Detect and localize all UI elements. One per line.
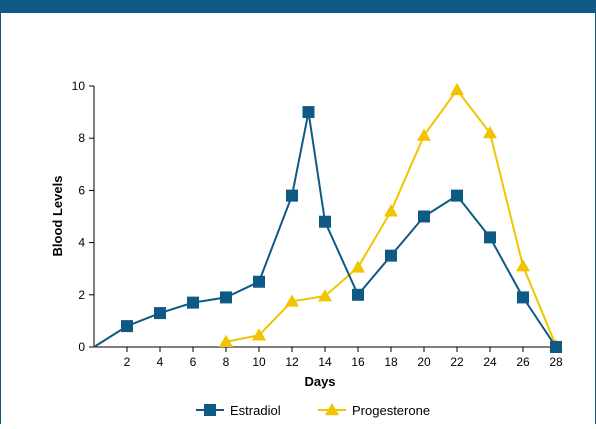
chart-frame: 0 2 4 6 8 10 2 4 6 8 10 12 14 16 18 20 22 24 26 28 Blood L…	[0, 13, 596, 424]
series-layer	[93, 82, 563, 353]
series-progesterone	[219, 82, 563, 351]
x-axis-title: Days	[304, 374, 335, 389]
data-point-progesterone	[285, 294, 299, 307]
data-point-estradiol	[418, 210, 430, 223]
series-estradiol	[93, 106, 562, 353]
legend-label: Estradiol	[230, 403, 281, 418]
data-point-estradiol	[121, 320, 133, 333]
data-point-estradiol	[451, 189, 463, 202]
data-point-estradiol	[253, 275, 265, 288]
data-point-progesterone	[483, 125, 497, 139]
data-point-estradiol	[220, 291, 232, 304]
data-point-progesterone	[450, 82, 464, 96]
data-point-estradiol	[550, 341, 562, 353]
series-line-estradiol	[93, 111, 557, 348]
x-axis-ticks: 2 4 6 8 10 12 14 16 18 20 22 24 26 28	[124, 347, 563, 369]
legend-marker	[325, 403, 339, 416]
x-tick-label: 16	[351, 355, 365, 369]
x-tick-label: 18	[384, 355, 398, 369]
data-point-progesterone	[384, 204, 398, 217]
legend-label: Progesterone	[352, 403, 430, 418]
series-line-progesterone	[225, 88, 557, 347]
data-point-estradiol	[352, 288, 364, 301]
legend-item-estradiol: Estradiol	[196, 403, 281, 418]
y-tick-label: 10	[72, 79, 86, 93]
x-tick-label: 28	[549, 355, 563, 369]
data-point-estradiol	[154, 307, 166, 320]
data-point-progesterone	[516, 259, 530, 272]
data-point-estradiol	[319, 215, 331, 228]
legend-item-progesterone: Progesterone	[318, 403, 430, 418]
x-tick-label: 8	[223, 355, 230, 369]
data-point-progesterone	[417, 128, 431, 141]
data-point-estradiol	[286, 189, 298, 202]
x-tick-label: 20	[417, 355, 431, 369]
x-tick-label: 2	[124, 355, 131, 369]
x-tick-label: 12	[285, 355, 299, 369]
x-tick-label: 10	[252, 355, 266, 369]
y-axis-ticks: 0 2 4 6 8 10	[72, 79, 94, 354]
legend-marker	[204, 404, 216, 416]
x-tick-label: 22	[450, 355, 464, 369]
data-point-estradiol	[484, 231, 496, 244]
data-point-estradiol	[385, 249, 397, 262]
x-tick-label: 14	[318, 355, 332, 369]
data-point-progesterone	[318, 289, 332, 302]
x-tick-label: 24	[483, 355, 497, 369]
y-tick-label: 2	[78, 288, 85, 302]
y-tick-label: 6	[78, 183, 85, 197]
x-tick-label: 6	[190, 355, 197, 369]
x-tick-label: 26	[516, 355, 530, 369]
data-point-progesterone	[351, 260, 365, 273]
data-point-estradiol	[187, 296, 199, 309]
x-tick-label: 4	[157, 355, 164, 369]
data-point-progesterone	[252, 328, 266, 341]
y-tick-label: 8	[78, 131, 85, 145]
legend: Estradiol Progesterone	[196, 403, 430, 418]
y-tick-label: 4	[78, 236, 85, 250]
header-bar	[0, 0, 596, 13]
data-point-estradiol	[517, 291, 529, 304]
frame-border-left	[0, 13, 1, 424]
y-tick-label: 0	[78, 340, 85, 354]
data-point-progesterone	[219, 334, 233, 348]
y-axis-title: Blood Levels	[50, 176, 65, 257]
data-point-estradiol	[302, 106, 315, 119]
